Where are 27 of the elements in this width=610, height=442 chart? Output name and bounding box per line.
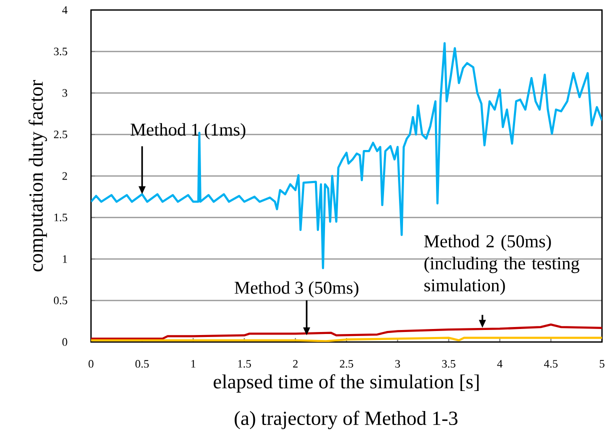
x-tick-label: 1 bbox=[191, 360, 196, 368]
x-tick-label: 0.5 bbox=[135, 360, 149, 368]
y-tick-label: 3.5 bbox=[54, 48, 68, 56]
x-tick-label: 2.5 bbox=[340, 360, 354, 368]
y-tick-label: 4 bbox=[62, 6, 68, 14]
x-tick-label: 4 bbox=[497, 360, 502, 368]
annotation: Method 3 (50ms) bbox=[234, 281, 358, 298]
line-series bbox=[91, 323, 602, 340]
y-tick-label: 2.5 bbox=[54, 130, 68, 138]
text: (a) trajectory of Method 1-3 bbox=[234, 410, 458, 430]
y-tick-label: 0 bbox=[62, 338, 68, 346]
x-tick-label: 1.5 bbox=[238, 360, 251, 368]
y-tick-label: 2 bbox=[62, 172, 68, 180]
x-tick-label: 2 bbox=[293, 360, 298, 368]
x-tick-label: 0 bbox=[88, 360, 94, 368]
x-tick-label: 4.5 bbox=[544, 360, 558, 368]
x-tick-label: 5 bbox=[600, 360, 604, 368]
x-tick-label: 3 bbox=[395, 360, 400, 368]
y-tick-label: 1 bbox=[62, 255, 67, 263]
y-tick-label: 1.5 bbox=[54, 214, 68, 222]
annotation: Method 1 (1ms) bbox=[130, 123, 246, 140]
x-axis-title: elapsed time of the simulation [s] bbox=[214, 374, 479, 393]
x-tick-label: 3.5 bbox=[442, 360, 456, 368]
y-tick-label: 0.5 bbox=[54, 296, 68, 304]
y-tick-label: 3 bbox=[62, 89, 68, 97]
y-axis-title: computation duty factor bbox=[28, 80, 47, 272]
annotation: Method 2 (50ms) (including the testing simulation) bbox=[424, 234, 580, 296]
